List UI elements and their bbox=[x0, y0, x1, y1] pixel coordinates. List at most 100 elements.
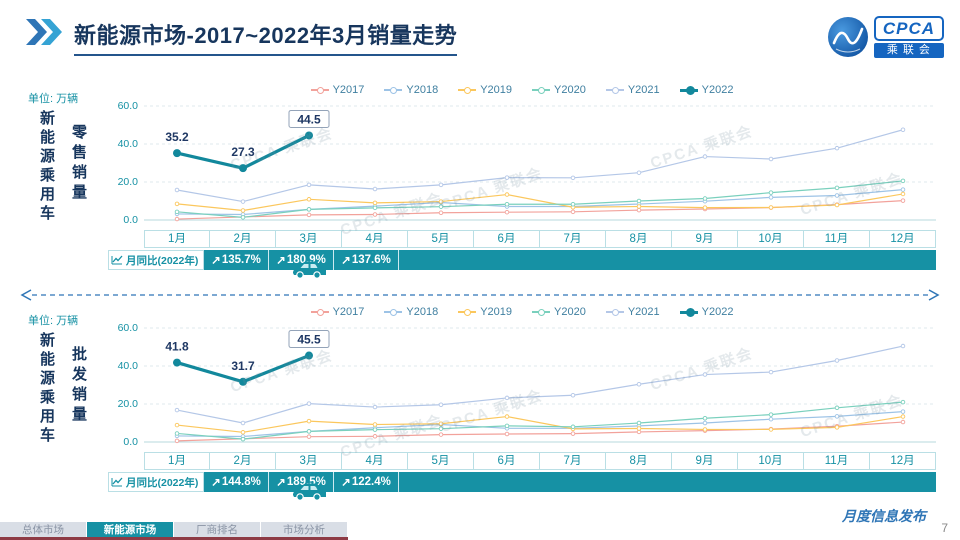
up-arrow-icon: ↗ bbox=[341, 477, 351, 489]
up-arrow-icon: ↗ bbox=[211, 255, 221, 267]
yoy-filler bbox=[399, 250, 936, 270]
y2022-annotation: 44.5 bbox=[288, 109, 330, 128]
month-cell: 4月 bbox=[342, 452, 408, 470]
yoy-value: ↗ 122.4% bbox=[334, 472, 399, 492]
y-tick-label: 40.0 bbox=[117, 138, 138, 150]
month-cell: 6月 bbox=[474, 452, 540, 470]
car-icon bbox=[290, 260, 327, 284]
legend-item-Y2021: Y2021 bbox=[605, 84, 660, 96]
legend-marker-icon bbox=[458, 309, 477, 316]
header: 新能源市场-2017~2022年3月销量走势 bbox=[26, 18, 458, 56]
month-cell: 10月 bbox=[738, 452, 804, 470]
y2022-annotation: 27.3 bbox=[231, 145, 255, 159]
y2022-annotation: 31.7 bbox=[231, 359, 255, 373]
legend-item-Y2020: Y2020 bbox=[532, 84, 586, 96]
side-label-category: 新能源乘用车 bbox=[38, 110, 55, 224]
yoy-value: ↗ 135.7% bbox=[204, 250, 269, 270]
svg-text:45.5: 45.5 bbox=[297, 333, 321, 347]
legend-label: Y2022 bbox=[701, 306, 734, 318]
retail-panel: 单位: 万辆 新能源乘用车 零售销量 Y2017 Y2018 Y2019 Y2020 Y… bbox=[0, 82, 960, 282]
unit-label: 单位: 万辆 bbox=[28, 93, 79, 105]
yoy-row: 月同比(2022年) ↗ 144.8% ↗ 189.5% ↗ 122.4% bbox=[108, 472, 936, 492]
legend-marker-icon bbox=[532, 87, 550, 94]
month-cell: 12月 bbox=[870, 230, 936, 248]
legend-label: Y2020 bbox=[554, 84, 586, 96]
legend-marker-icon bbox=[310, 309, 329, 316]
legend-item-Y2019: Y2019 bbox=[458, 306, 512, 318]
legend-label: Y2019 bbox=[480, 84, 512, 96]
month-cell: 7月 bbox=[540, 230, 606, 248]
legend-item-Y2018: Y2018 bbox=[384, 306, 438, 318]
month-cell: 11月 bbox=[804, 452, 870, 470]
logo-cjh-text: 乘联会 bbox=[873, 43, 944, 58]
y-tick-label: 20.0 bbox=[117, 398, 138, 410]
x-axis-month-row: 1月 2月 3月 4月 5月 6月 7月 8月 9月 10月 11月 12月 bbox=[144, 230, 936, 248]
footer-tabs: 总体市场 新能源市场 厂商排名 市场分析 bbox=[0, 522, 347, 537]
month-cell: 5月 bbox=[408, 452, 474, 470]
y-tick-label: 0.0 bbox=[123, 436, 138, 448]
svg-text:27.3: 27.3 bbox=[231, 145, 255, 159]
legend-item-Y2020: Y2020 bbox=[532, 306, 586, 318]
y-axis-labels: 60.0 40.0 20.0 0.0 bbox=[108, 98, 140, 230]
cpca-emblem-icon bbox=[827, 17, 868, 57]
legend-item-Y2019: Y2019 bbox=[458, 84, 512, 96]
legend-label: Y2017 bbox=[332, 84, 365, 96]
legend-label: Y2020 bbox=[554, 306, 586, 318]
legend-label: Y2018 bbox=[406, 306, 439, 318]
month-cell: 6月 bbox=[474, 230, 540, 248]
footer-tab-新能源市场[interactable]: 新能源市场 bbox=[87, 522, 173, 537]
page-number: 7 bbox=[941, 521, 948, 535]
divider-arrow bbox=[20, 288, 940, 302]
legend-label: Y2021 bbox=[627, 306, 660, 318]
month-cell: 8月 bbox=[606, 230, 672, 248]
publication-label: 月度信息发布 bbox=[842, 510, 926, 525]
y-tick-label: 0.0 bbox=[123, 214, 138, 226]
series-Y2022 bbox=[173, 131, 313, 173]
legend-marker-icon bbox=[384, 87, 403, 94]
footer-tab-厂商排名[interactable]: 厂商排名 bbox=[174, 522, 260, 537]
side-label-metric: 批发销量 bbox=[70, 346, 87, 426]
retail-plot: 60.0 40.0 20.0 0.0 35.2 27.3 44.5 CPCA 乘联会 CPC… bbox=[108, 98, 936, 239]
yoy-value: ↗ 137.6% bbox=[334, 250, 399, 270]
legend-item-Y2018: Y2018 bbox=[384, 84, 438, 96]
up-arrow-icon: ↗ bbox=[211, 477, 221, 489]
legend-item-Y2021: Y2021 bbox=[605, 306, 660, 318]
y2022-annotation: 41.8 bbox=[165, 340, 189, 354]
y-tick-label: 60.0 bbox=[117, 322, 138, 334]
y2022-annotation: 35.2 bbox=[165, 130, 189, 144]
legend-marker-icon bbox=[605, 309, 624, 316]
month-cell: 12月 bbox=[870, 452, 936, 470]
svg-text:35.2: 35.2 bbox=[165, 130, 189, 144]
y-tick-label: 60.0 bbox=[117, 100, 138, 112]
svg-text:44.5: 44.5 bbox=[297, 112, 321, 126]
series-Y2021 bbox=[174, 127, 906, 204]
legend-marker-icon bbox=[679, 307, 698, 317]
legend-item-Y2017: Y2017 bbox=[310, 306, 364, 318]
month-cell: 8月 bbox=[606, 452, 672, 470]
month-cell: 11月 bbox=[804, 230, 870, 248]
wholesale-panel: 单位: 万辆 新能源乘用车 批发销量 Y2017 Y2018 Y2019 Y2020 Y… bbox=[0, 304, 960, 504]
y-tick-label: 20.0 bbox=[117, 176, 138, 188]
legend-label: Y2022 bbox=[701, 84, 734, 96]
legend: Y2017 Y2018 Y2019 Y2020 Y2021 Y2022 bbox=[108, 82, 936, 98]
series-Y2020 bbox=[174, 399, 906, 442]
y-tick-label: 40.0 bbox=[117, 360, 138, 372]
legend-label: Y2019 bbox=[480, 306, 512, 318]
month-cell: 2月 bbox=[210, 452, 276, 470]
yoy-row: 月同比(2022年) ↗ 135.7% ↗ 180.9% ↗ 137.6% bbox=[108, 250, 936, 270]
trend-icon bbox=[111, 255, 123, 265]
up-arrow-icon: ↗ bbox=[341, 255, 351, 267]
legend-marker-icon bbox=[310, 87, 329, 94]
month-cell: 5月 bbox=[408, 230, 474, 248]
month-cell: 7月 bbox=[540, 452, 606, 470]
up-arrow-icon: ↗ bbox=[276, 477, 286, 489]
y-axis-labels: 60.0 40.0 20.0 0.0 bbox=[108, 320, 140, 452]
month-cell: 1月 bbox=[144, 452, 210, 470]
series-Y2017 bbox=[174, 419, 906, 444]
footer-tab-市场分析[interactable]: 市场分析 bbox=[261, 522, 347, 537]
side-label-metric: 零售销量 bbox=[70, 124, 87, 204]
footer-tab-总体市场[interactable]: 总体市场 bbox=[0, 522, 86, 537]
series-Y2022 bbox=[173, 351, 313, 386]
yoy-filler bbox=[399, 472, 936, 492]
